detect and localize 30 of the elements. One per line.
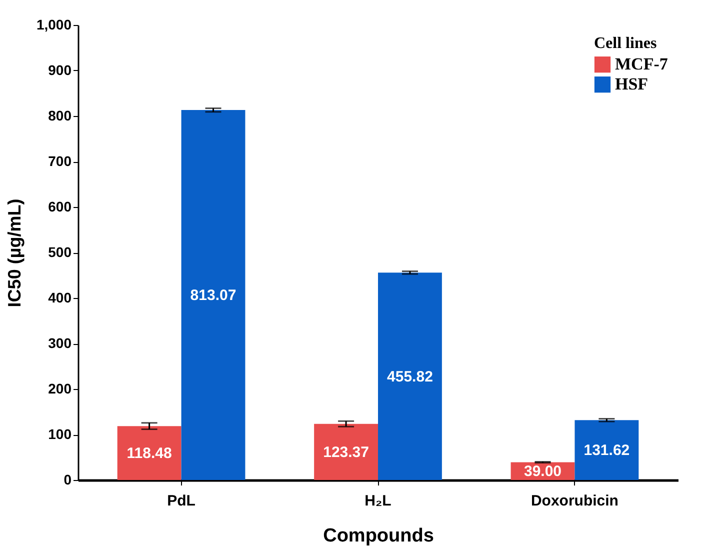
y-tick-label: 700 <box>48 153 72 169</box>
data-label: 39.00 <box>524 463 562 480</box>
data-label: 131.62 <box>584 442 630 460</box>
x-tick-label: PdL <box>167 492 196 510</box>
y-tick-label: 800 <box>48 108 72 124</box>
y-axis-title: IC50 (µg/mL) <box>4 198 24 308</box>
data-label: 123.37 <box>323 444 369 461</box>
x-tick-label: H₂L <box>364 492 392 510</box>
data-label: 118.48 <box>126 445 172 462</box>
y-tick-label: 900 <box>48 62 72 78</box>
y-tick-label: 400 <box>48 290 72 306</box>
y-tick-label: 0 <box>64 472 72 488</box>
bar <box>181 110 246 480</box>
x-tick-label: Doxorubicin <box>530 492 618 510</box>
bar <box>117 426 182 480</box>
y-tick-label: 300 <box>48 335 72 351</box>
y-tick-label: 500 <box>48 244 72 260</box>
bar <box>574 420 639 480</box>
bar <box>378 272 442 480</box>
y-tick-label: 1,000 <box>36 16 72 32</box>
y-tick-label: 100 <box>48 426 72 442</box>
legend-label: MCF-7 <box>615 54 668 74</box>
bar <box>314 424 378 480</box>
y-tick-label: 200 <box>48 380 72 396</box>
legend-title: Cell lines <box>594 35 657 52</box>
legend-label: HSF <box>615 74 648 94</box>
data-label: 455.82 <box>387 368 433 386</box>
data-label: 813.07 <box>190 287 236 304</box>
y-tick-label: 600 <box>48 198 72 214</box>
x-axis-title: Compounds <box>323 526 434 546</box>
